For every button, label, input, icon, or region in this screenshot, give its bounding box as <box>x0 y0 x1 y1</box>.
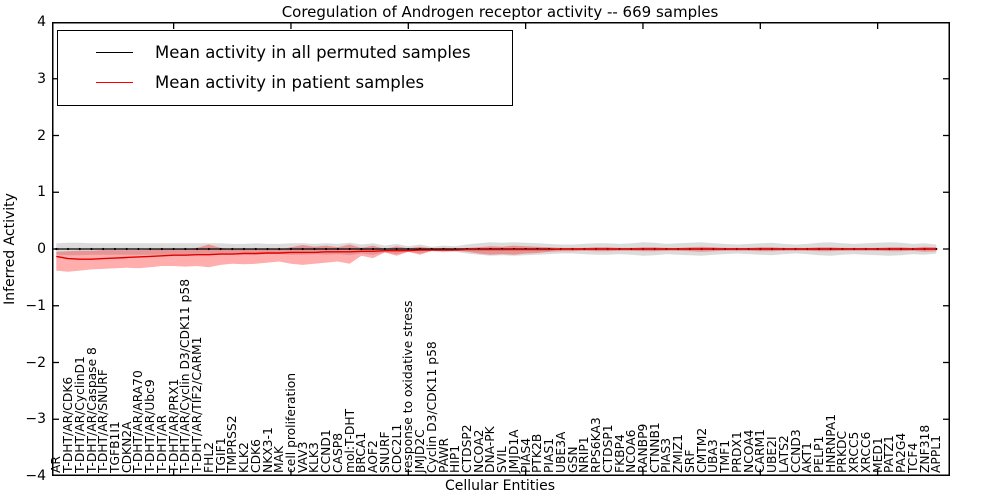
y-tick-label: 0 <box>37 241 46 257</box>
x-tick-label: CDK6 <box>248 439 263 473</box>
x-axis-title: Cellular Entities <box>444 478 556 494</box>
chart-title: Coregulation of Androgen receptor activi… <box>281 3 719 21</box>
y-tick-label: −2 <box>25 354 46 371</box>
x-tick-label: CTDSP1 <box>600 424 615 473</box>
legend-row-permuted: Mean activity in all permuted samples <box>58 37 512 67</box>
y-tick-label: 2 <box>37 127 46 144</box>
x-tick-label: T-DHT/AR/CyclinD1 <box>72 356 87 473</box>
x-tick-label: LATS2 <box>776 435 791 473</box>
plot-area <box>52 22 950 476</box>
patient-line-swatch <box>96 81 133 83</box>
y-axis-title: Inferred Activity <box>2 193 18 305</box>
y-tick-label: 4 <box>37 14 46 30</box>
legend-row-patient: Mean activity in patient samples <box>58 67 512 97</box>
x-tick-label: APPL1 <box>929 435 944 473</box>
y-tick-label: −3 <box>25 411 46 428</box>
legend-label-patient: Mean activity in patient samples <box>155 72 425 92</box>
permuted-line-swatch <box>96 51 133 53</box>
y-tick-label: −1 <box>25 297 46 314</box>
legend-label-permuted: Mean activity in all permuted samples <box>155 42 471 62</box>
y-tick-label: −4 <box>25 468 46 484</box>
x-tick-label: Cyclin D3/CDK11 p58 <box>424 341 439 473</box>
y-tick-label: 3 <box>37 70 46 87</box>
legend: Mean activity in all permuted samples Me… <box>57 30 513 106</box>
y-tick-label: 1 <box>37 184 46 201</box>
